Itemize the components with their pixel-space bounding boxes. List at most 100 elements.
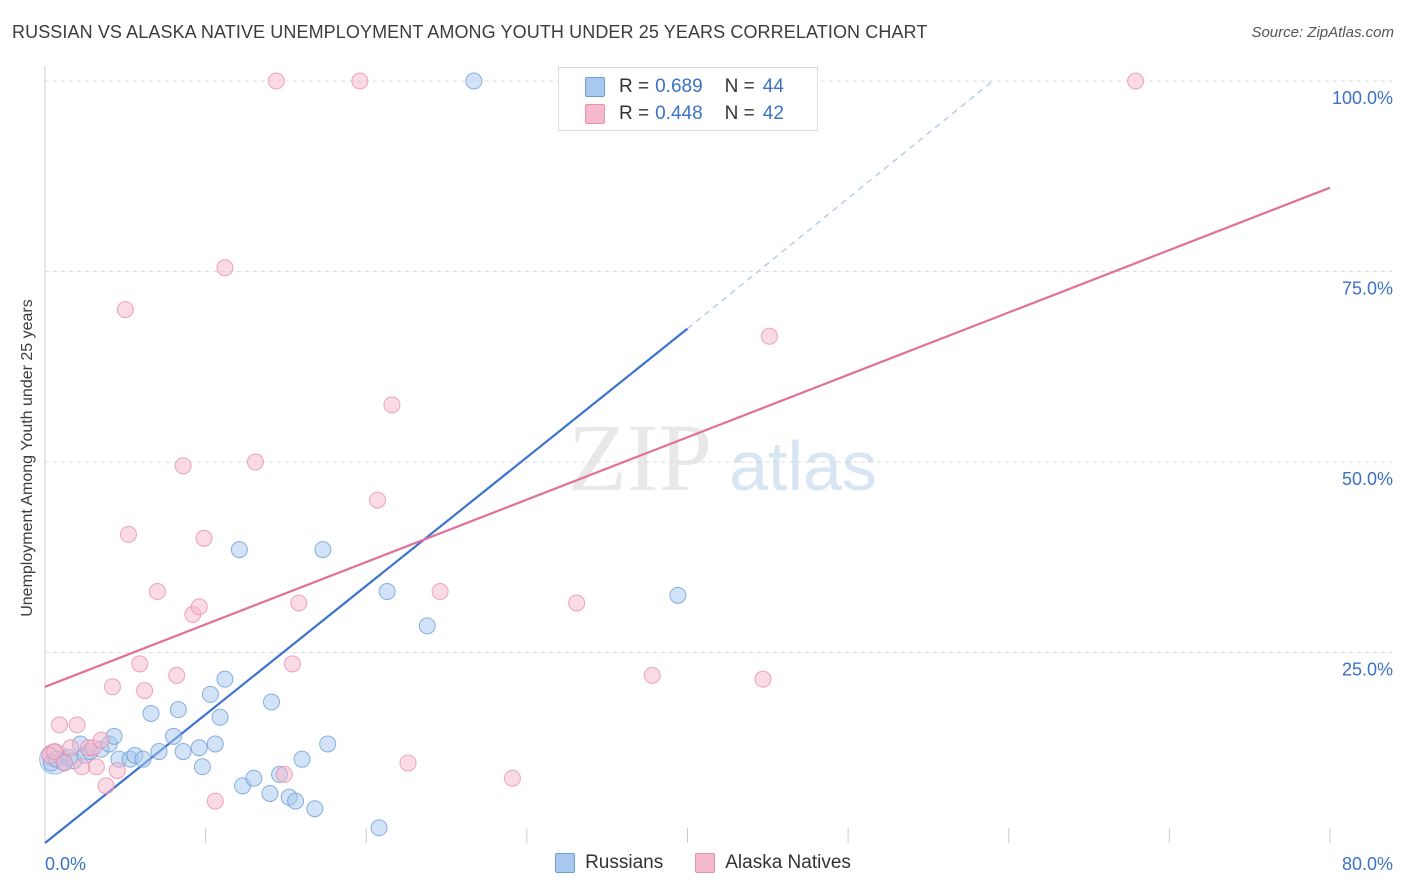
y-tick-label: 75.0% <box>1342 279 1393 299</box>
alaska-native-point <box>120 525 138 543</box>
legend-r-value: 0.689 <box>655 76 703 97</box>
alaska-native-point <box>246 453 264 471</box>
data-points <box>39 72 1145 837</box>
russian-point <box>261 784 279 802</box>
legend-stats: R = 0.689 N = 44 R = 0.448 N = 42 <box>558 67 818 131</box>
y-tick-label: 50.0% <box>1342 469 1393 489</box>
russian-point <box>314 541 332 559</box>
legend-n-label: N = <box>724 76 755 97</box>
alaska-native-point <box>283 655 301 673</box>
alaska-native-point <box>383 396 401 414</box>
alaska-native-point <box>290 594 308 612</box>
source-label: Source: ZipAtlas.com <box>1251 24 1394 41</box>
alaska-native-point <box>62 739 80 757</box>
russian-point <box>319 735 337 753</box>
russian-point <box>378 583 396 601</box>
legend-item-alaska[interactable]: Alaska Natives <box>695 852 851 874</box>
alaska-native-point <box>267 72 285 90</box>
russians-trendline <box>44 327 689 844</box>
russian-point <box>142 704 160 722</box>
alaska-native-point <box>50 716 68 734</box>
watermark-zip: ZIP <box>568 404 712 511</box>
y-tick-label: 25.0% <box>1342 660 1393 680</box>
alaska-native-point <box>368 491 386 509</box>
trendlines <box>44 80 1331 844</box>
alaska-native-point <box>55 754 73 772</box>
alaska-native-point <box>116 301 134 319</box>
alaska-native-point <box>1127 72 1145 90</box>
legend-item-russians[interactable]: Russians <box>555 852 663 874</box>
russian-point <box>150 743 168 761</box>
alaska-native-point <box>174 457 192 475</box>
russian-point <box>169 701 187 719</box>
legend-label-russians: Russians <box>585 852 664 873</box>
legend-n-value: 44 <box>762 76 784 97</box>
watermark: ZIP atlas <box>568 404 877 511</box>
russian-point <box>174 743 192 761</box>
alaska-native-point <box>87 758 105 776</box>
russian-point <box>262 693 280 711</box>
russian-point <box>370 819 388 837</box>
alaska-native-point <box>103 678 121 696</box>
alaska-native-point <box>275 765 293 783</box>
alaska-native-point <box>643 666 661 684</box>
legend-series: Russians Alaska Natives <box>0 852 1406 874</box>
watermark-atlas: atlas <box>729 427 877 505</box>
alaska-native-point <box>92 731 110 749</box>
russian-point <box>465 72 483 90</box>
russian-point <box>245 769 263 787</box>
legend-row-alaska: R = 0.448 N = 42 <box>585 101 784 127</box>
russian-point <box>134 750 152 768</box>
russian-point <box>230 541 248 559</box>
russian-point <box>201 685 219 703</box>
x-tick-label: 80.0% <box>1342 854 1393 874</box>
russian-point <box>216 670 234 688</box>
russian-point <box>306 800 324 818</box>
alaska-natives-trendline <box>44 186 1331 688</box>
legend-r-label: R = <box>619 76 650 97</box>
legend-swatch-russians <box>555 853 576 873</box>
russian-point <box>418 617 436 635</box>
legend-r-label: R = <box>619 103 650 124</box>
russian-point <box>211 708 229 726</box>
alaska-native-point <box>136 682 154 700</box>
russian-point <box>165 727 182 745</box>
alaska-native-point <box>568 594 586 612</box>
alaska-native-point <box>754 670 772 688</box>
alaska-native-point <box>206 792 224 810</box>
alaska-native-point <box>46 743 64 761</box>
alaska-native-point <box>195 529 213 547</box>
legend-swatch-alaska <box>695 853 716 873</box>
legend-n-label: N = <box>724 103 755 124</box>
alaska-native-point <box>503 769 521 787</box>
alaska-native-point <box>168 666 186 684</box>
alaska-native-point <box>760 327 778 345</box>
legend-n-value: 42 <box>762 103 784 124</box>
russian-point <box>206 735 224 753</box>
chart-title: RUSSIAN VS ALASKA NATIVE UNEMPLOYMENT AM… <box>12 22 928 42</box>
russian-point <box>669 586 687 604</box>
russian-point <box>190 739 208 757</box>
legend-row-russians: R = 0.689 N = 44 <box>585 74 784 100</box>
alaska-native-point <box>148 583 166 601</box>
alaska-native-point <box>431 583 449 601</box>
alaska-native-point <box>131 655 149 673</box>
russian-point <box>293 750 311 768</box>
y-tick-label: 100.0% <box>1332 88 1393 108</box>
alaska-native-point <box>68 716 86 734</box>
tick-labels: 25.0% 50.0% 75.0% 100.0% 0.0% 80.0% <box>45 88 1393 874</box>
alaska-native-point <box>216 259 234 277</box>
alaska-native-point <box>73 758 91 776</box>
legend-label-alaska: Alaska Natives <box>725 852 851 873</box>
legend-swatch-russians <box>585 77 605 97</box>
alaska-native-point <box>190 598 208 616</box>
alaska-native-point <box>351 72 369 90</box>
grid-lines <box>45 80 1392 653</box>
russian-point <box>287 792 305 810</box>
x-tick-label: 0.0% <box>45 854 86 874</box>
legend-r-value: 0.448 <box>655 103 703 124</box>
alaska-native-point <box>399 754 417 772</box>
legend-swatch-alaska <box>585 104 605 124</box>
alaska-native-point <box>97 777 115 795</box>
